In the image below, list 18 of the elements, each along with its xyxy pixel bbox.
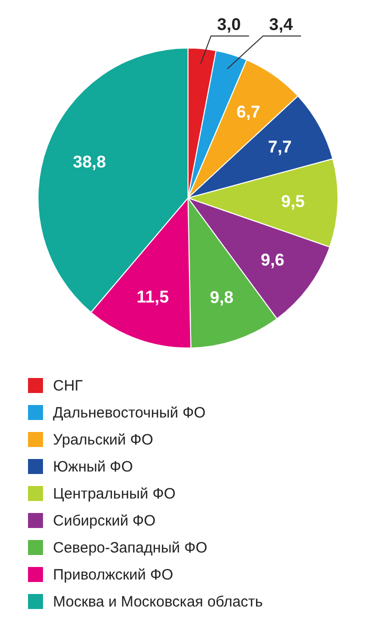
legend-label: Уральский ФО: [53, 432, 154, 448]
legend-label: Приволжский ФО: [53, 566, 174, 584]
data-label: 38,8: [72, 152, 106, 172]
legend-label: Южный ФО: [53, 458, 133, 476]
legend-label: СНГ: [53, 378, 83, 394]
data-label: 3,0: [217, 15, 241, 34]
data-label: 9,8: [210, 288, 234, 307]
legend-label: Центральный ФО: [53, 486, 176, 502]
data-label: 9,5: [281, 192, 305, 212]
data-label: 3,4: [269, 15, 294, 34]
data-label: 9,6: [260, 250, 284, 270]
legend-label: Дальневосточный ФО: [53, 404, 206, 422]
data-label: 6,7: [236, 102, 260, 122]
legend-label: Сибирский ФО: [53, 512, 156, 530]
legend-label: Северо-Западный ФО: [53, 540, 208, 556]
legend-label: Москва и Московская область: [53, 594, 264, 610]
data-label: 11,5: [136, 287, 169, 306]
data-label: 7,7: [268, 138, 292, 157]
